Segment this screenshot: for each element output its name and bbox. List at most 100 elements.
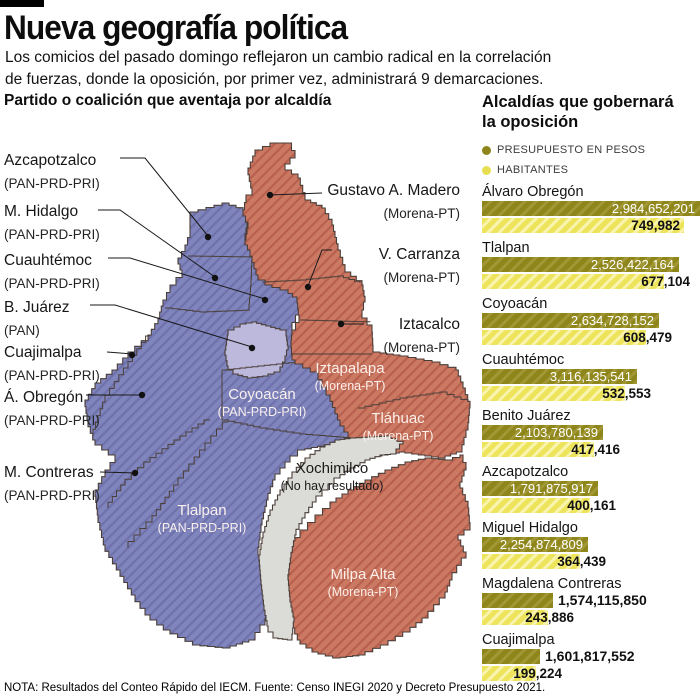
region-label-party: (PAN-PRD-PRI) [4, 227, 100, 242]
region-label-name: V. Carranza [378, 246, 460, 263]
map-border-line-10 [300, 319, 371, 323]
map-label-left-0: Azcapotzalco (PAN-PRD-PRI) [4, 149, 100, 195]
region-label-party: (PAN-PRD-PRI) [4, 488, 100, 503]
chart-heading-line-1: Alcaldías que gobernará [482, 93, 674, 111]
chart-row: Coyoacán 2,634,728,152 608,479 [482, 296, 700, 345]
map-label-left-2: Cuauhtémoc (PAN-PRD-PRI) [4, 249, 100, 295]
map-border-line-2 [165, 307, 250, 313]
region-label-party: (PAN-PRD-PRI) [4, 176, 100, 191]
budget-bar [482, 257, 679, 272]
map-region-xochimilco [258, 435, 404, 641]
chart-row: Tlalpan 2,526,422,164 677,104 [482, 240, 700, 289]
budget-bar [482, 481, 598, 496]
bar-chart: Álvaro Obregón 2,984,652,201 749,982 Tlalpa… [482, 184, 700, 688]
leader-line-8 [307, 249, 332, 287]
map-label-left-3: B. Juárez (PAN) [4, 296, 69, 342]
budget-value: 2,103,780,139 [514, 425, 598, 440]
chart-legend: PRESUPUESTO EN PESOS HABITANTES [482, 140, 700, 180]
chart-row: Álvaro Obregón 2,984,652,201 749,982 [482, 184, 700, 233]
budget-bar [482, 537, 588, 552]
leader-line-1 [98, 209, 216, 278]
habitantes-bar [482, 218, 684, 233]
region-label-party: (PAN-PRD-PRI) [4, 413, 100, 428]
page-subtitle: Los comicios del pasado domingo reflejar… [5, 47, 551, 90]
region-label-name: Cuajimalpa [4, 344, 82, 361]
legend-label: PRESUPUESTO EN PESOS [497, 144, 646, 156]
region-label-party: (PAN) [4, 323, 40, 338]
top-accent-bar [0, 0, 44, 7]
habitantes-value: 417,416 [571, 442, 620, 457]
leader-line-4 [106, 351, 133, 355]
subtitle-line-1: Los comicios del pasado domingo reflejar… [5, 49, 552, 66]
legend-dot-icon [482, 145, 491, 155]
map-border-line-3 [92, 335, 150, 436]
page-title: Nueva geografía política [4, 9, 348, 47]
budget-bar [482, 649, 540, 664]
habitantes-value: 749,982 [631, 218, 680, 233]
habitantes-bar [482, 274, 664, 289]
habitantes-bar [482, 554, 580, 569]
habitantes-value: 199,224 [513, 666, 562, 681]
map-label-left-5: Á. Obregón (PAN-PRD-PRI) [4, 386, 100, 432]
map-svg [84, 142, 471, 659]
budget-bar [482, 593, 553, 608]
source-note: NOTA: Resultados del Conteo Rápido del I… [4, 682, 546, 694]
alcaldias-map: Azcapotzalco (PAN-PRD-PRI) M. Hidalgo (PAN-… [0, 140, 480, 698]
chart-heading-line-2: la oposición [482, 113, 579, 131]
row-name: Azcapotzalco [482, 464, 569, 480]
budget-value: 1,574,115,850 [558, 592, 647, 608]
habitantes-value: 400,161 [567, 498, 616, 513]
map-border-line-7 [222, 362, 296, 371]
leader-line-6 [99, 471, 136, 474]
map-border-line-9 [262, 275, 361, 283]
budget-value: 1,601,817,552 [545, 648, 635, 664]
budget-bar [482, 425, 603, 440]
map-label-right-2: Iztacalco (Morena-PT) [383, 313, 460, 359]
budget-bar [482, 369, 637, 384]
leader-line-7 [269, 192, 323, 196]
map-border-line-5 [127, 421, 228, 548]
legend-item-0: PRESUPUESTO EN PESOS [482, 140, 700, 160]
map-label-left-6: M. Contreras (PAN-PRD-PRI) [4, 461, 100, 507]
budget-bar [482, 313, 659, 328]
map-border-line-12 [358, 391, 469, 409]
leader-dot-icon [337, 320, 345, 328]
chart-row: Magdalena Contreras 1,574,115,850 243,886 [482, 576, 700, 625]
row-name: Álvaro Obregón [482, 184, 584, 200]
region-label-name: Á. Obregón [4, 389, 84, 406]
chart-row: Miguel Hidalgo 2,254,874,809 364,439 [482, 520, 700, 569]
budget-value: 2,634,728,152 [570, 313, 654, 328]
map-label-left-1: M. Hidalgo (PAN-PRD-PRI) [4, 200, 100, 246]
habitantes-value: 243,886 [525, 610, 574, 625]
habitantes-bar [482, 498, 590, 513]
leader-line-3 [90, 304, 253, 348]
region-label-party: (Morena-PT) [383, 270, 460, 285]
map-section-heading: Partido o coalición que aventaja por alc… [4, 92, 332, 109]
habitantes-value: 532,553 [602, 386, 651, 401]
map-region-pan-coalition-west [84, 202, 353, 649]
region-label-name: Azcapotzalco [4, 152, 97, 169]
row-name: Coyoacán [482, 296, 548, 312]
region-label-party: (Morena-PT) [383, 340, 460, 355]
row-name: Cuajimalpa [482, 632, 555, 648]
leader-line-0 [120, 157, 209, 237]
map-label-left-4: Cuajimalpa (PAN-PRD-PRI) [4, 341, 100, 387]
leader-dot-icon [304, 283, 312, 291]
habitantes-value: 677,104 [641, 274, 690, 289]
budget-bar [482, 201, 700, 216]
leader-dot-icon [128, 351, 136, 359]
map-region-benito-juarez [224, 321, 289, 379]
budget-value: 2,526,422,164 [590, 257, 674, 272]
region-label-name: Iztacalco [398, 316, 460, 333]
map-border-line-4 [107, 419, 210, 508]
subtitle-line-2: de fuerzas, donde la oposición, por prim… [5, 70, 544, 88]
region-label-party: (Morena-PT) [383, 206, 460, 221]
region-label-party: (PAN-PRD-PRI) [4, 276, 100, 291]
leader-line-2 [108, 257, 266, 300]
leader-dot-icon [261, 296, 269, 304]
map-label-right-1: V. Carranza (Morena-PT) [379, 243, 460, 289]
chart-heading: Alcaldías que gobernará la oposición [482, 92, 700, 132]
leader-dot-icon [204, 233, 212, 241]
map-region-morena-northeast [242, 142, 471, 459]
habitantes-bar [482, 442, 594, 457]
